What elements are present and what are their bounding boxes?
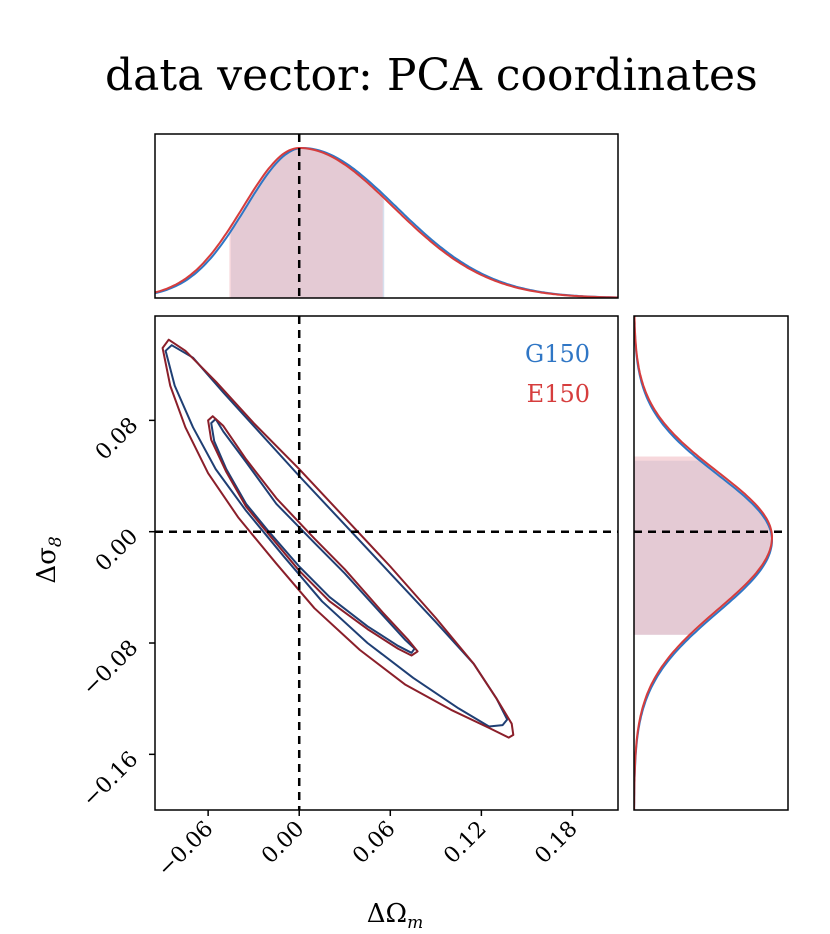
right-density-group [634,316,773,810]
chart-title: data vector: PCA coordinates [105,50,758,101]
y-axis-label: Δσ8 [32,536,66,584]
right-panel-frame [633,315,789,811]
y-axis-label-sub: 8 [46,536,66,547]
main-panel-frame [154,315,619,811]
x-tick-label: 0.00 [257,817,309,869]
contour-e150-68 [207,415,419,657]
top-marginal-panel [154,133,619,299]
x-axis-label: ΔΩm [367,899,423,933]
contour-group [161,338,515,739]
legend-entry-e150: E150 [527,380,590,408]
right-curve-e150 [634,316,773,810]
x-tick-label: 0.18 [530,817,582,869]
y-axis-label-main: Δσ [32,547,62,584]
top-density-group [155,147,618,298]
contour-g150-68 [210,418,416,654]
right-marginal-panel [633,315,789,811]
x-tick-label: 0.12 [439,817,491,869]
top-curve-e150 [155,147,618,298]
contour-e150-95 [161,338,515,739]
x-tick-label: −0.06 [153,817,218,882]
svg-text:Δσ8: Δσ8 [32,536,66,584]
contour-g150-95 [164,344,509,728]
svg-text:ΔΩm: ΔΩm [367,899,423,933]
y-tick-label: −0.16 [78,747,143,812]
y-tick-label: 0.08 [91,413,143,465]
top-panel-background [155,134,618,298]
top-panel-frame [154,133,619,299]
right-band-e150 [634,456,772,635]
x-tick-label: 0.06 [348,817,400,869]
legend-entry-g150: G150 [525,340,590,368]
x-axis-label-sub: m [407,913,423,933]
y-tick-label: −0.08 [78,636,143,701]
top-band-e150 [229,148,383,298]
y-tick-label: 0.00 [91,524,143,576]
legend: G150 E150 [525,340,590,408]
x-axis-label-main: ΔΩ [367,899,407,929]
